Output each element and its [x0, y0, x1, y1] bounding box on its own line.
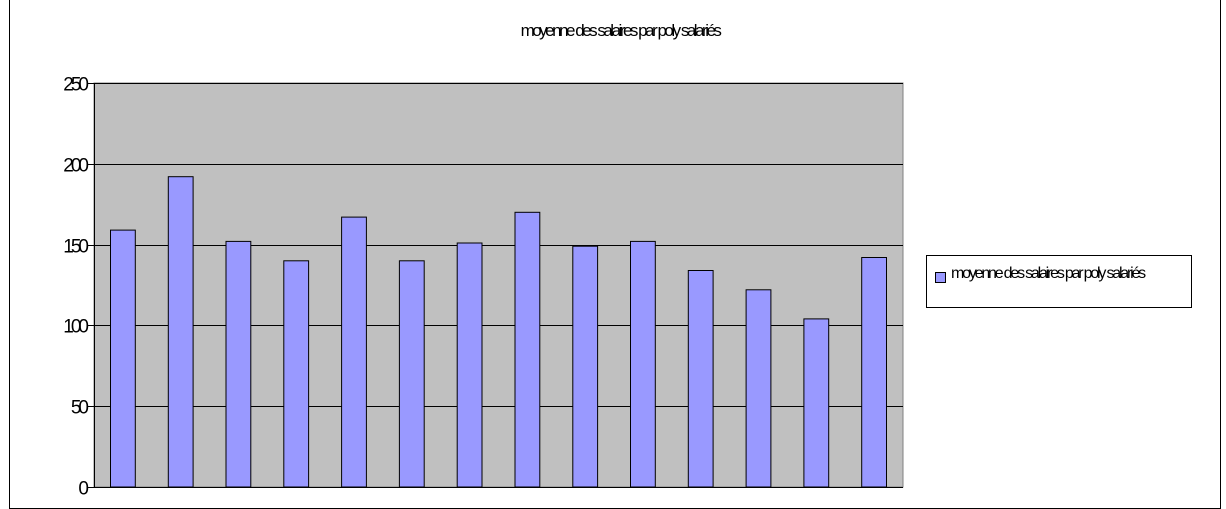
y-tick-label: 0	[78, 479, 88, 500]
bar	[341, 216, 367, 488]
bar	[572, 245, 599, 488]
y-tick-label: 200	[63, 156, 88, 177]
bar	[283, 260, 310, 488]
bar	[861, 257, 888, 488]
bar	[167, 176, 194, 488]
y-tick-label: 50	[71, 398, 89, 419]
bar	[456, 242, 483, 488]
bar	[110, 229, 136, 488]
y-tick-label: 150	[63, 237, 88, 258]
legend-label: moyenne des salaires par poly salariés	[951, 265, 1146, 282]
bar	[398, 260, 425, 488]
bar	[514, 211, 541, 488]
chart-title: moyenne des salaires par poly salariés	[520, 21, 722, 40]
y-tick-label: 250	[63, 75, 88, 96]
bar	[745, 289, 772, 488]
bar	[687, 270, 714, 488]
plot-area	[93, 82, 904, 488]
bar	[803, 318, 830, 488]
y-tick-label: 100	[63, 317, 88, 338]
bar	[630, 240, 656, 488]
bar	[225, 240, 252, 488]
legend-swatch	[935, 272, 946, 283]
legend: moyenne des salaires par poly salariés	[926, 255, 1192, 308]
